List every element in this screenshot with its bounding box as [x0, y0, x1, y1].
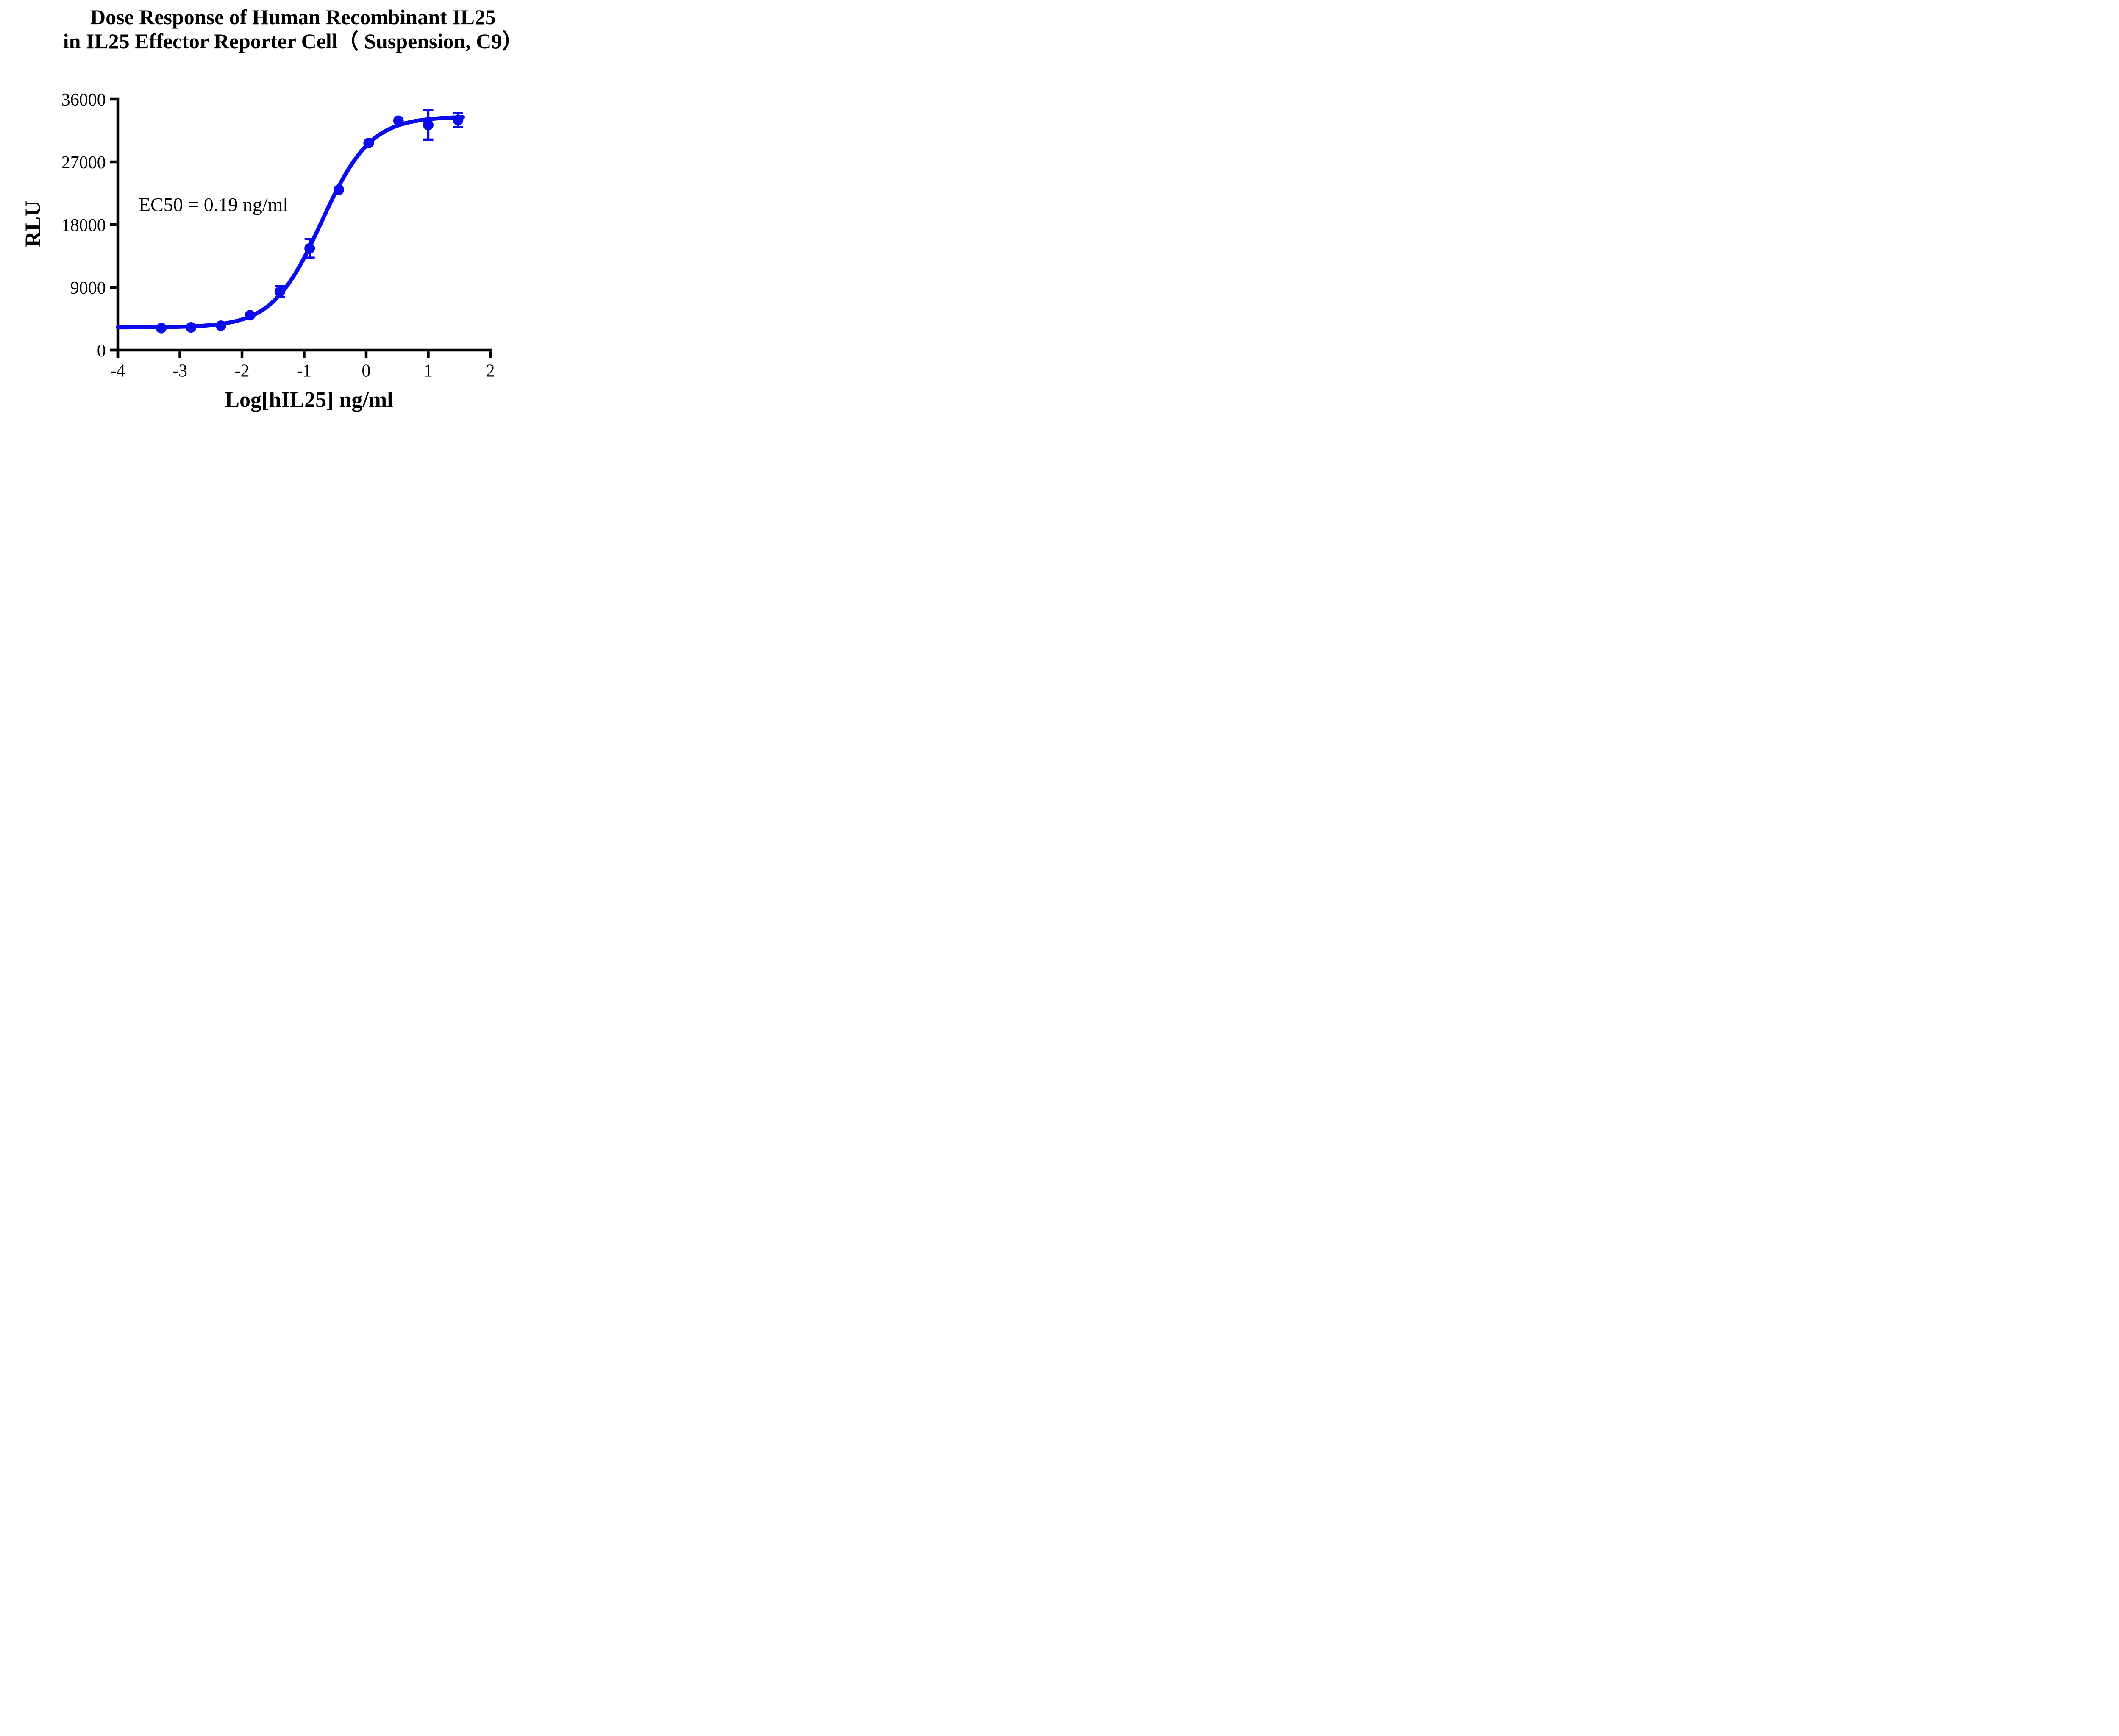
ec50-annotation: EC50 = 0.19 ng/ml: [139, 194, 289, 215]
x-tick-label: -1: [297, 361, 311, 381]
dose-response-chart: 0 9000 18000 27000 36000 -4 -3 -2 -1 0 1 2: [61, 90, 495, 381]
data-point: [334, 184, 345, 195]
data-point: [186, 322, 197, 333]
x-tick-label: 1: [424, 361, 433, 381]
x-axis-title: Log[hIL25] ng/ml: [225, 388, 393, 412]
data-point: [274, 286, 285, 297]
y-tick-label: 0: [97, 341, 106, 361]
x-tick-label: -2: [235, 361, 250, 381]
data-point: [215, 320, 226, 331]
fit-curve: [116, 115, 465, 330]
chart-title: Dose Response of Human Recombinant IL25 …: [0, 5, 586, 53]
data-point: [304, 243, 315, 254]
y-tick-label: 9000: [70, 278, 106, 298]
chart-title-line1: Dose Response of Human Recombinant IL25: [90, 5, 496, 29]
data-point: [156, 323, 167, 334]
chart-title-line2: in IL25 Effector Reporter Cell（ Suspensi…: [63, 29, 523, 53]
data-point: [453, 114, 464, 125]
figure-canvas: Dose Response of Human Recombinant IL25 …: [0, 0, 586, 434]
data-point: [363, 138, 374, 149]
x-tick-label: 0: [362, 361, 371, 381]
x-tick-label: -4: [111, 361, 125, 381]
y-tick-label: 36000: [61, 90, 106, 110]
x-tick-label: 2: [486, 361, 495, 381]
data-point: [423, 120, 434, 131]
y-tick-label: 27000: [61, 153, 106, 172]
x-tick-label: -3: [172, 361, 187, 381]
data-point: [245, 310, 256, 321]
y-tick-label: 18000: [61, 216, 106, 235]
data-point: [393, 115, 404, 126]
